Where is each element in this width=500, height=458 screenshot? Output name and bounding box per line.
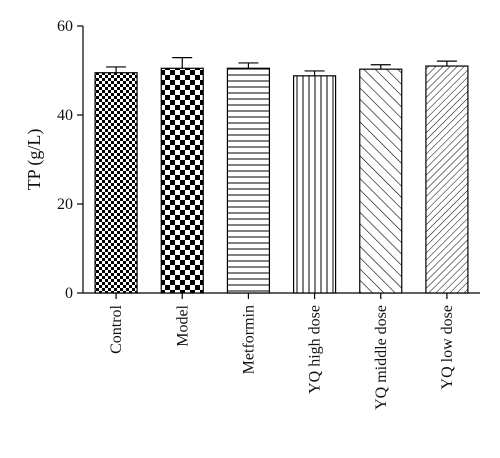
x-category-label: Model bbox=[174, 304, 191, 346]
bar bbox=[94, 72, 138, 294]
bar bbox=[160, 67, 204, 294]
bar bbox=[359, 68, 403, 294]
x-category-label: Metformin bbox=[240, 305, 257, 374]
axes-layer bbox=[77, 25, 480, 299]
y-tick-label: 20 bbox=[57, 196, 73, 213]
labels-layer: 0 20 40 60 TP (g/L) Control Model Metformin YQ h… bbox=[24, 18, 456, 410]
x-category-label: YQ low dose bbox=[439, 305, 456, 389]
x-category-label: YQ high dose bbox=[307, 305, 324, 394]
x-category-label: YQ middle dose bbox=[373, 305, 390, 410]
bar bbox=[425, 65, 469, 294]
y-tick-label: 40 bbox=[57, 107, 73, 124]
bars-layer bbox=[94, 56, 469, 294]
y-tick-label: 0 bbox=[65, 285, 73, 302]
bar bbox=[226, 67, 271, 294]
y-axis-label: TP (g/L) bbox=[24, 129, 45, 191]
x-category-label: Control bbox=[108, 304, 125, 353]
bar bbox=[292, 75, 337, 294]
y-tick-label: 60 bbox=[57, 18, 73, 35]
